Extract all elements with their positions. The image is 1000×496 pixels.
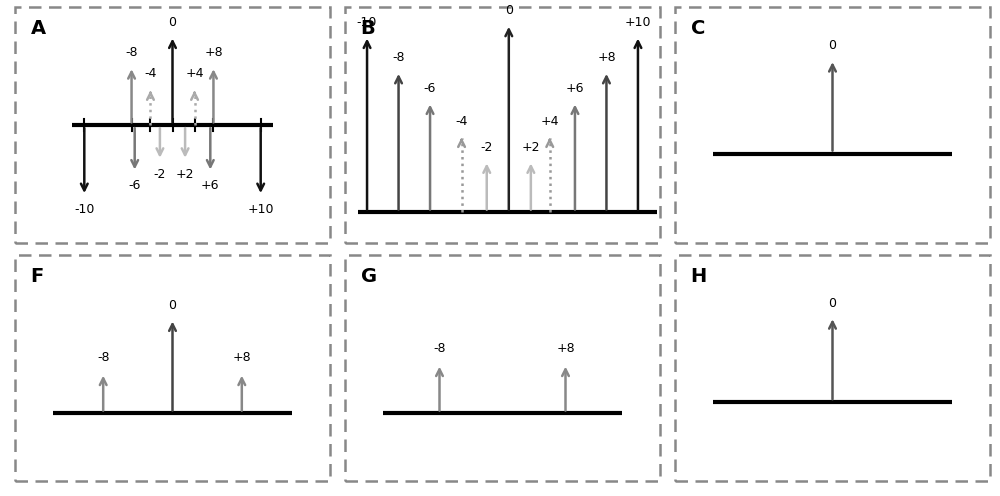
Text: +4: +4	[540, 115, 559, 127]
Text: -6: -6	[129, 180, 141, 192]
Text: +2: +2	[522, 140, 540, 154]
Text: -8: -8	[97, 351, 109, 364]
Text: -4: -4	[144, 67, 157, 80]
Text: +10: +10	[625, 16, 651, 29]
Text: 0: 0	[168, 299, 176, 312]
Text: 0: 0	[505, 4, 513, 17]
Text: 0: 0	[168, 16, 176, 29]
Text: -4: -4	[455, 115, 468, 127]
Text: +8: +8	[232, 351, 251, 364]
Text: B: B	[361, 19, 376, 38]
Text: -10: -10	[74, 203, 94, 216]
Text: H: H	[691, 267, 707, 286]
Text: +8: +8	[597, 51, 616, 64]
Text: F: F	[31, 267, 44, 286]
Text: 0: 0	[828, 297, 836, 310]
Text: 0: 0	[828, 39, 836, 52]
Text: +6: +6	[201, 180, 220, 192]
Text: -8: -8	[125, 46, 138, 60]
Text: -2: -2	[154, 168, 166, 181]
Text: -6: -6	[424, 82, 436, 95]
Text: +10: +10	[247, 203, 274, 216]
Text: +4: +4	[185, 67, 204, 80]
Text: +8: +8	[556, 342, 575, 355]
Text: +6: +6	[566, 82, 584, 95]
Text: C: C	[691, 19, 705, 38]
Text: G: G	[361, 267, 377, 286]
Text: -2: -2	[481, 140, 493, 154]
Text: -10: -10	[357, 16, 377, 29]
Text: A: A	[31, 19, 46, 38]
Text: +2: +2	[176, 168, 194, 181]
Text: -8: -8	[392, 51, 405, 64]
Text: +8: +8	[204, 46, 223, 60]
Text: -8: -8	[433, 342, 446, 355]
